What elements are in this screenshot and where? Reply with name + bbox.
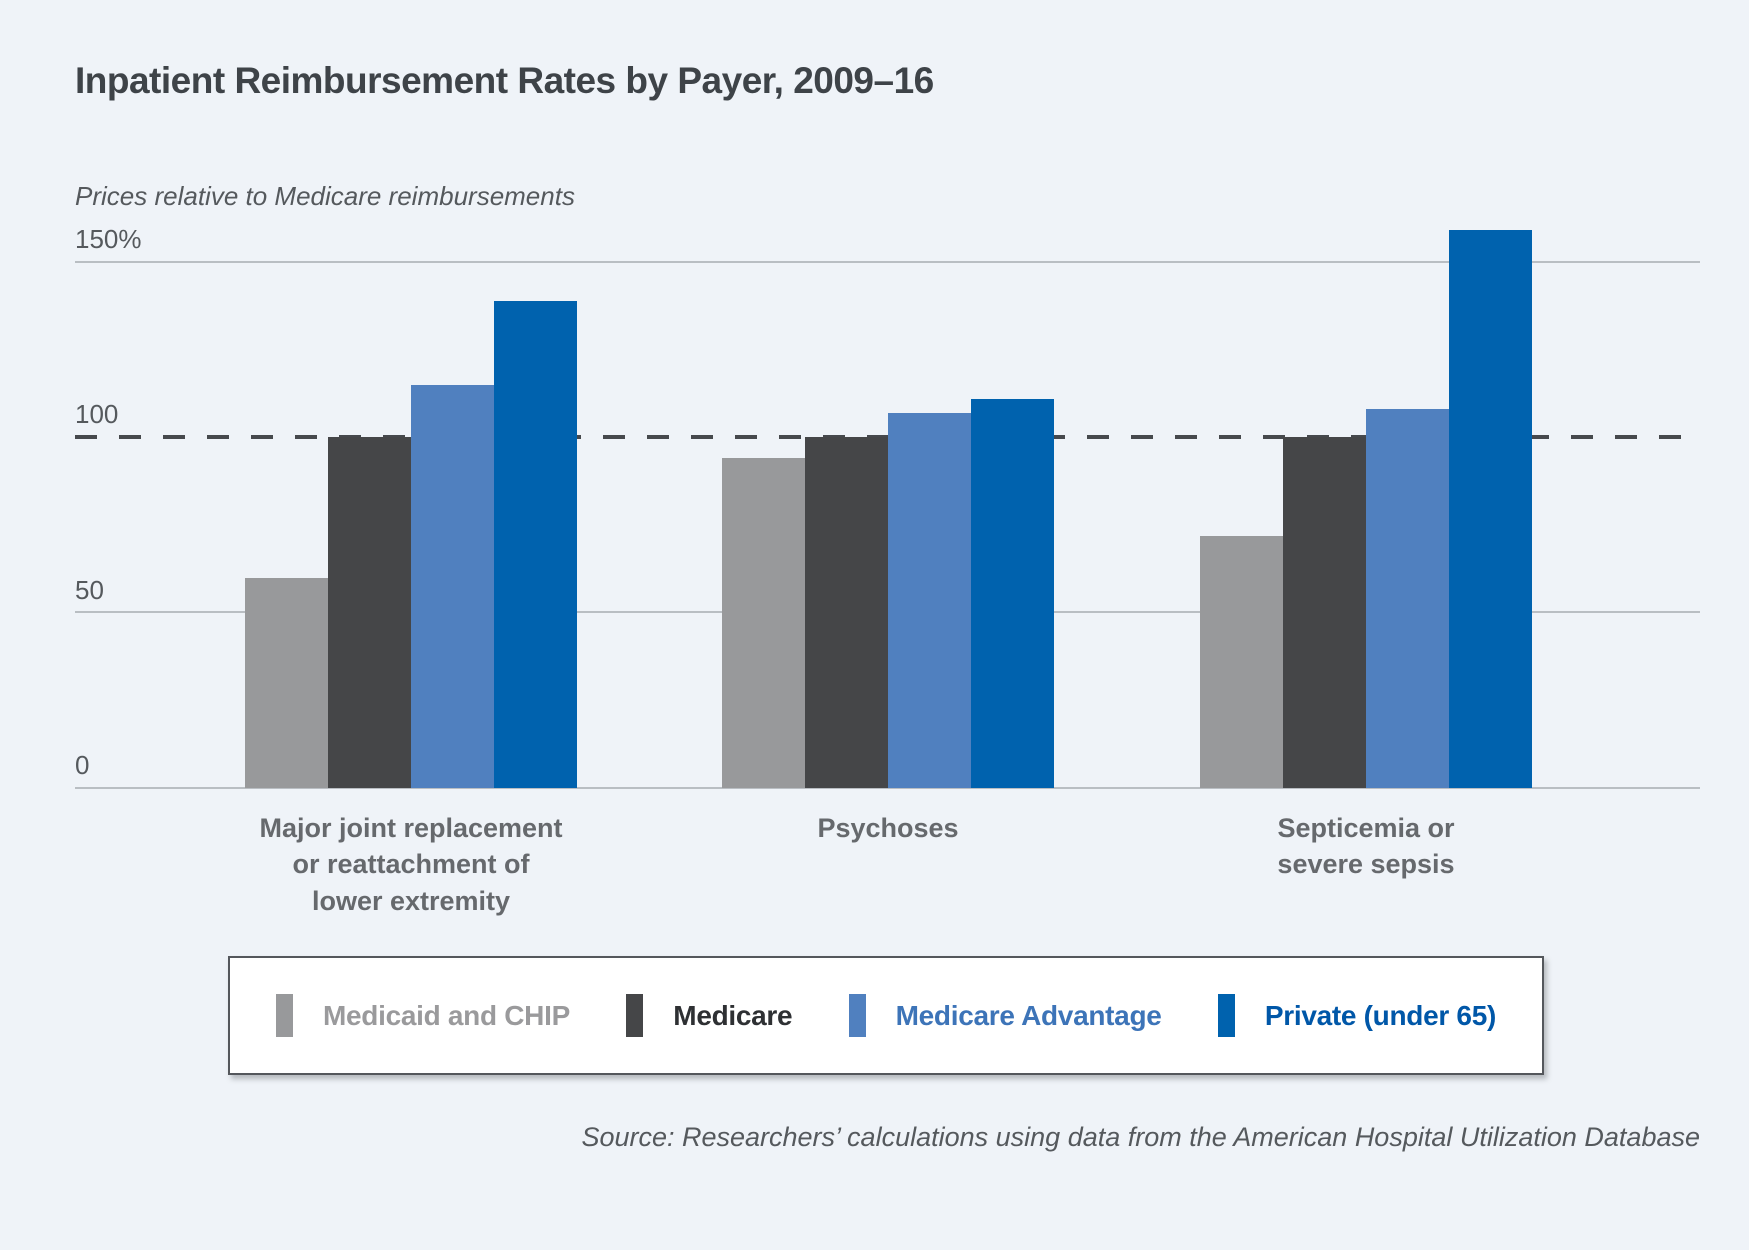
bar-group-septicemia-or xyxy=(1200,230,1532,788)
bar-group-psychoses xyxy=(722,262,1054,788)
bar-medicare xyxy=(328,437,411,788)
legend-item-private-under-65: Private (under 65) xyxy=(1217,994,1496,1037)
category-label-septicemia-or: Septicemia or severe sepsis xyxy=(1277,813,1455,880)
category-label-major-joint-replacement: Major joint replacement or reattachment … xyxy=(259,813,563,916)
bar-medicaid-and-chip xyxy=(722,458,805,788)
chart-title: Inpatient Reimbursement Rates by Payer, … xyxy=(75,60,934,101)
legend-label-medicare-advantage: Medicare Advantage xyxy=(895,999,1162,1031)
y-tick-100: 100 xyxy=(75,399,119,430)
bar-private-under-65 xyxy=(971,398,1054,788)
bar-medicare xyxy=(805,437,888,788)
legend-swatch-medicaid-and-chip xyxy=(276,994,293,1037)
legend-label-private-under-65: Private (under 65) xyxy=(1264,999,1496,1031)
chart-subtitle: Prices relative to Medicare reimbursemen… xyxy=(75,181,575,211)
legend-swatch-medicare xyxy=(626,994,644,1037)
bar-medicare-advantage xyxy=(411,384,494,788)
legend-item-medicaid-and-chip: Medicaid and CHIP xyxy=(276,994,570,1037)
y-tick-50: 50 xyxy=(75,574,104,605)
source-note: Source: Researchers’ calculations using … xyxy=(581,1122,1700,1152)
reference-line-100 xyxy=(75,435,1700,439)
category-label-psychoses: Psychoses xyxy=(817,813,959,843)
bar-medicare xyxy=(1283,437,1366,788)
bar-group-major-joint-replacement xyxy=(245,262,577,788)
legend-item-medicare: Medicare xyxy=(626,994,793,1037)
legend-label-medicare: Medicare xyxy=(673,999,793,1031)
bar-private-under-65 xyxy=(1449,230,1532,788)
bar-medicaid-and-chip xyxy=(1200,535,1283,788)
bar-private-under-65 xyxy=(494,300,577,788)
bar-medicare-advantage xyxy=(1366,409,1449,788)
legend-swatch-private-under-65 xyxy=(1217,994,1235,1037)
legend-item-medicare-advantage: Medicare Advantage xyxy=(848,994,1162,1037)
y-tick-150: 150% xyxy=(75,224,142,254)
legend-swatch-medicare-advantage xyxy=(848,994,866,1037)
bar-medicaid-and-chip xyxy=(245,577,328,788)
legend-label-medicaid-and-chip: Medicaid and CHIP xyxy=(323,999,570,1031)
y-tick-0: 0 xyxy=(75,750,90,780)
bar-medicare-advantage xyxy=(888,412,971,788)
plot-area: 0 50 100 150% Major joint replacement or rea… xyxy=(75,224,1700,916)
gridline-150 xyxy=(75,261,1700,263)
chart-legend: Medicaid and CHIP Medicare Medicare Advant… xyxy=(228,956,1544,1075)
gridline-0-baseline xyxy=(75,787,1700,789)
